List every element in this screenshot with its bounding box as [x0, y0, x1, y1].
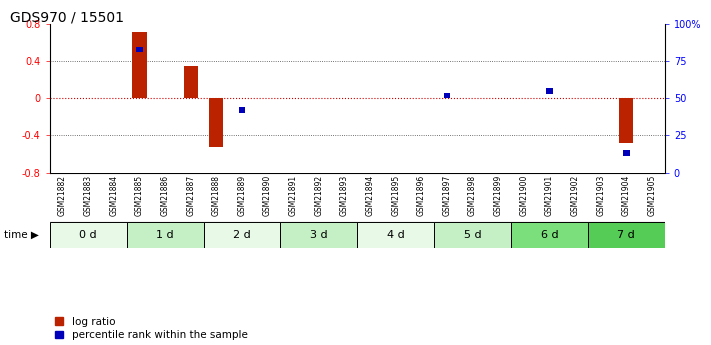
Bar	[209, 98, 223, 147]
Bar	[137, 47, 143, 52]
Text: GSM21904: GSM21904	[622, 175, 631, 216]
Text: GSM21901: GSM21901	[545, 175, 554, 216]
Bar	[132, 32, 146, 98]
Text: GSM21891: GSM21891	[289, 175, 298, 216]
Bar	[127, 222, 203, 248]
Text: GSM21888: GSM21888	[212, 175, 221, 216]
Bar	[546, 88, 552, 94]
Text: GSM21903: GSM21903	[597, 175, 605, 216]
Text: GSM21882: GSM21882	[58, 175, 67, 216]
Bar	[203, 222, 280, 248]
Text: GSM21894: GSM21894	[365, 175, 375, 216]
Text: GSM21893: GSM21893	[340, 175, 349, 216]
Bar	[280, 222, 358, 248]
Text: GSM21900: GSM21900	[519, 175, 528, 216]
Bar	[50, 222, 127, 248]
Text: GSM21886: GSM21886	[161, 175, 170, 216]
Text: 6 d: 6 d	[540, 230, 558, 240]
Text: GSM21896: GSM21896	[417, 175, 426, 216]
Text: GSM21898: GSM21898	[468, 175, 477, 216]
Bar	[444, 92, 450, 98]
Text: 4 d: 4 d	[387, 230, 405, 240]
Text: GDS970 / 15501: GDS970 / 15501	[10, 10, 124, 24]
Bar	[183, 66, 198, 98]
Text: GSM21883: GSM21883	[84, 175, 92, 216]
Legend: log ratio, percentile rank within the sample: log ratio, percentile rank within the sa…	[55, 317, 247, 340]
Text: 3 d: 3 d	[310, 230, 328, 240]
Bar	[239, 107, 245, 113]
Text: 2 d: 2 d	[233, 230, 251, 240]
Text: GSM21897: GSM21897	[442, 175, 451, 216]
Bar	[619, 98, 634, 143]
Text: 0 d: 0 d	[80, 230, 97, 240]
Text: GSM21889: GSM21889	[237, 175, 247, 216]
Text: 7 d: 7 d	[617, 230, 635, 240]
Bar	[511, 222, 588, 248]
Text: GSM21885: GSM21885	[135, 175, 144, 216]
Bar	[588, 222, 665, 248]
Text: GSM21884: GSM21884	[109, 175, 118, 216]
Text: time ▶: time ▶	[4, 230, 38, 240]
Bar	[434, 222, 511, 248]
Text: GSM21899: GSM21899	[493, 175, 503, 216]
Text: GSM21890: GSM21890	[263, 175, 272, 216]
Text: GSM21902: GSM21902	[571, 175, 579, 216]
Bar	[623, 150, 629, 156]
Bar	[358, 222, 434, 248]
Text: GSM21895: GSM21895	[391, 175, 400, 216]
Text: GSM21887: GSM21887	[186, 175, 196, 216]
Text: 1 d: 1 d	[156, 230, 174, 240]
Text: GSM21905: GSM21905	[648, 175, 656, 216]
Text: 5 d: 5 d	[464, 230, 481, 240]
Text: GSM21892: GSM21892	[314, 175, 324, 216]
